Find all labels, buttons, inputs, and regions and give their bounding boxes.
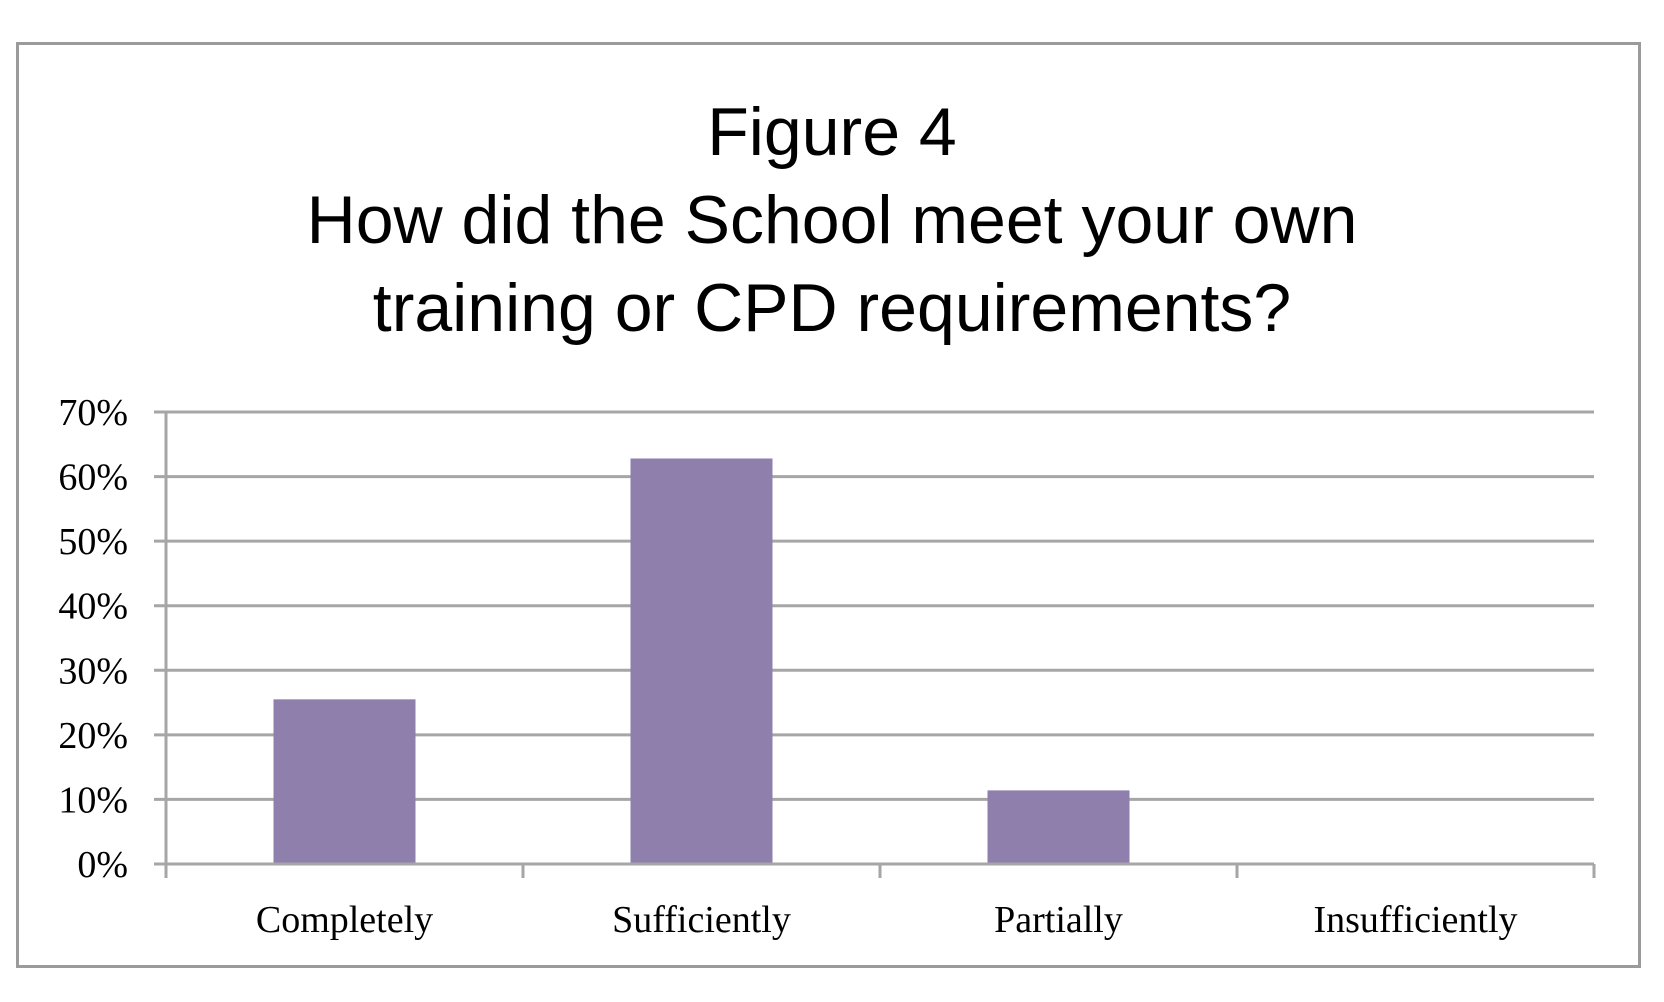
- x-tick-label: Sufficiently: [612, 899, 791, 941]
- y-tick-label: 10%: [58, 779, 128, 821]
- chart-title-line-2: How did the School meet your own: [306, 182, 1358, 258]
- y-tick-label: 60%: [58, 457, 128, 499]
- y-axis-tick-labels: 0% 10% 20% 30% 40% 50% 60% 70%: [58, 392, 128, 886]
- y-tick-label: 0%: [77, 844, 128, 886]
- bar-completely: [273, 699, 416, 864]
- x-tick-label: Completely: [256, 899, 433, 941]
- chart-title-line-1: Figure 4: [707, 94, 957, 170]
- bar-sufficiently: [630, 458, 773, 864]
- x-tick-label: Insufficiently: [1313, 899, 1517, 941]
- x-axis-tick-labels: Completely Sufficiently Partially Insuffici…: [256, 899, 1518, 941]
- axes: [164, 412, 1596, 878]
- y-tick-label: 30%: [58, 650, 128, 692]
- y-tick-label: 20%: [58, 715, 128, 757]
- y-tick-label: 50%: [58, 521, 128, 563]
- bar-partially: [987, 790, 1130, 864]
- bars: [273, 458, 1130, 864]
- y-tick-label: 40%: [58, 586, 128, 628]
- x-tick-label: Partially: [994, 899, 1123, 941]
- chart-title: Figure 4 How did the School meet your ow…: [0, 88, 1664, 352]
- chart-title-line-3: training or CPD requirements?: [372, 270, 1292, 346]
- y-tick-label: 70%: [58, 392, 128, 434]
